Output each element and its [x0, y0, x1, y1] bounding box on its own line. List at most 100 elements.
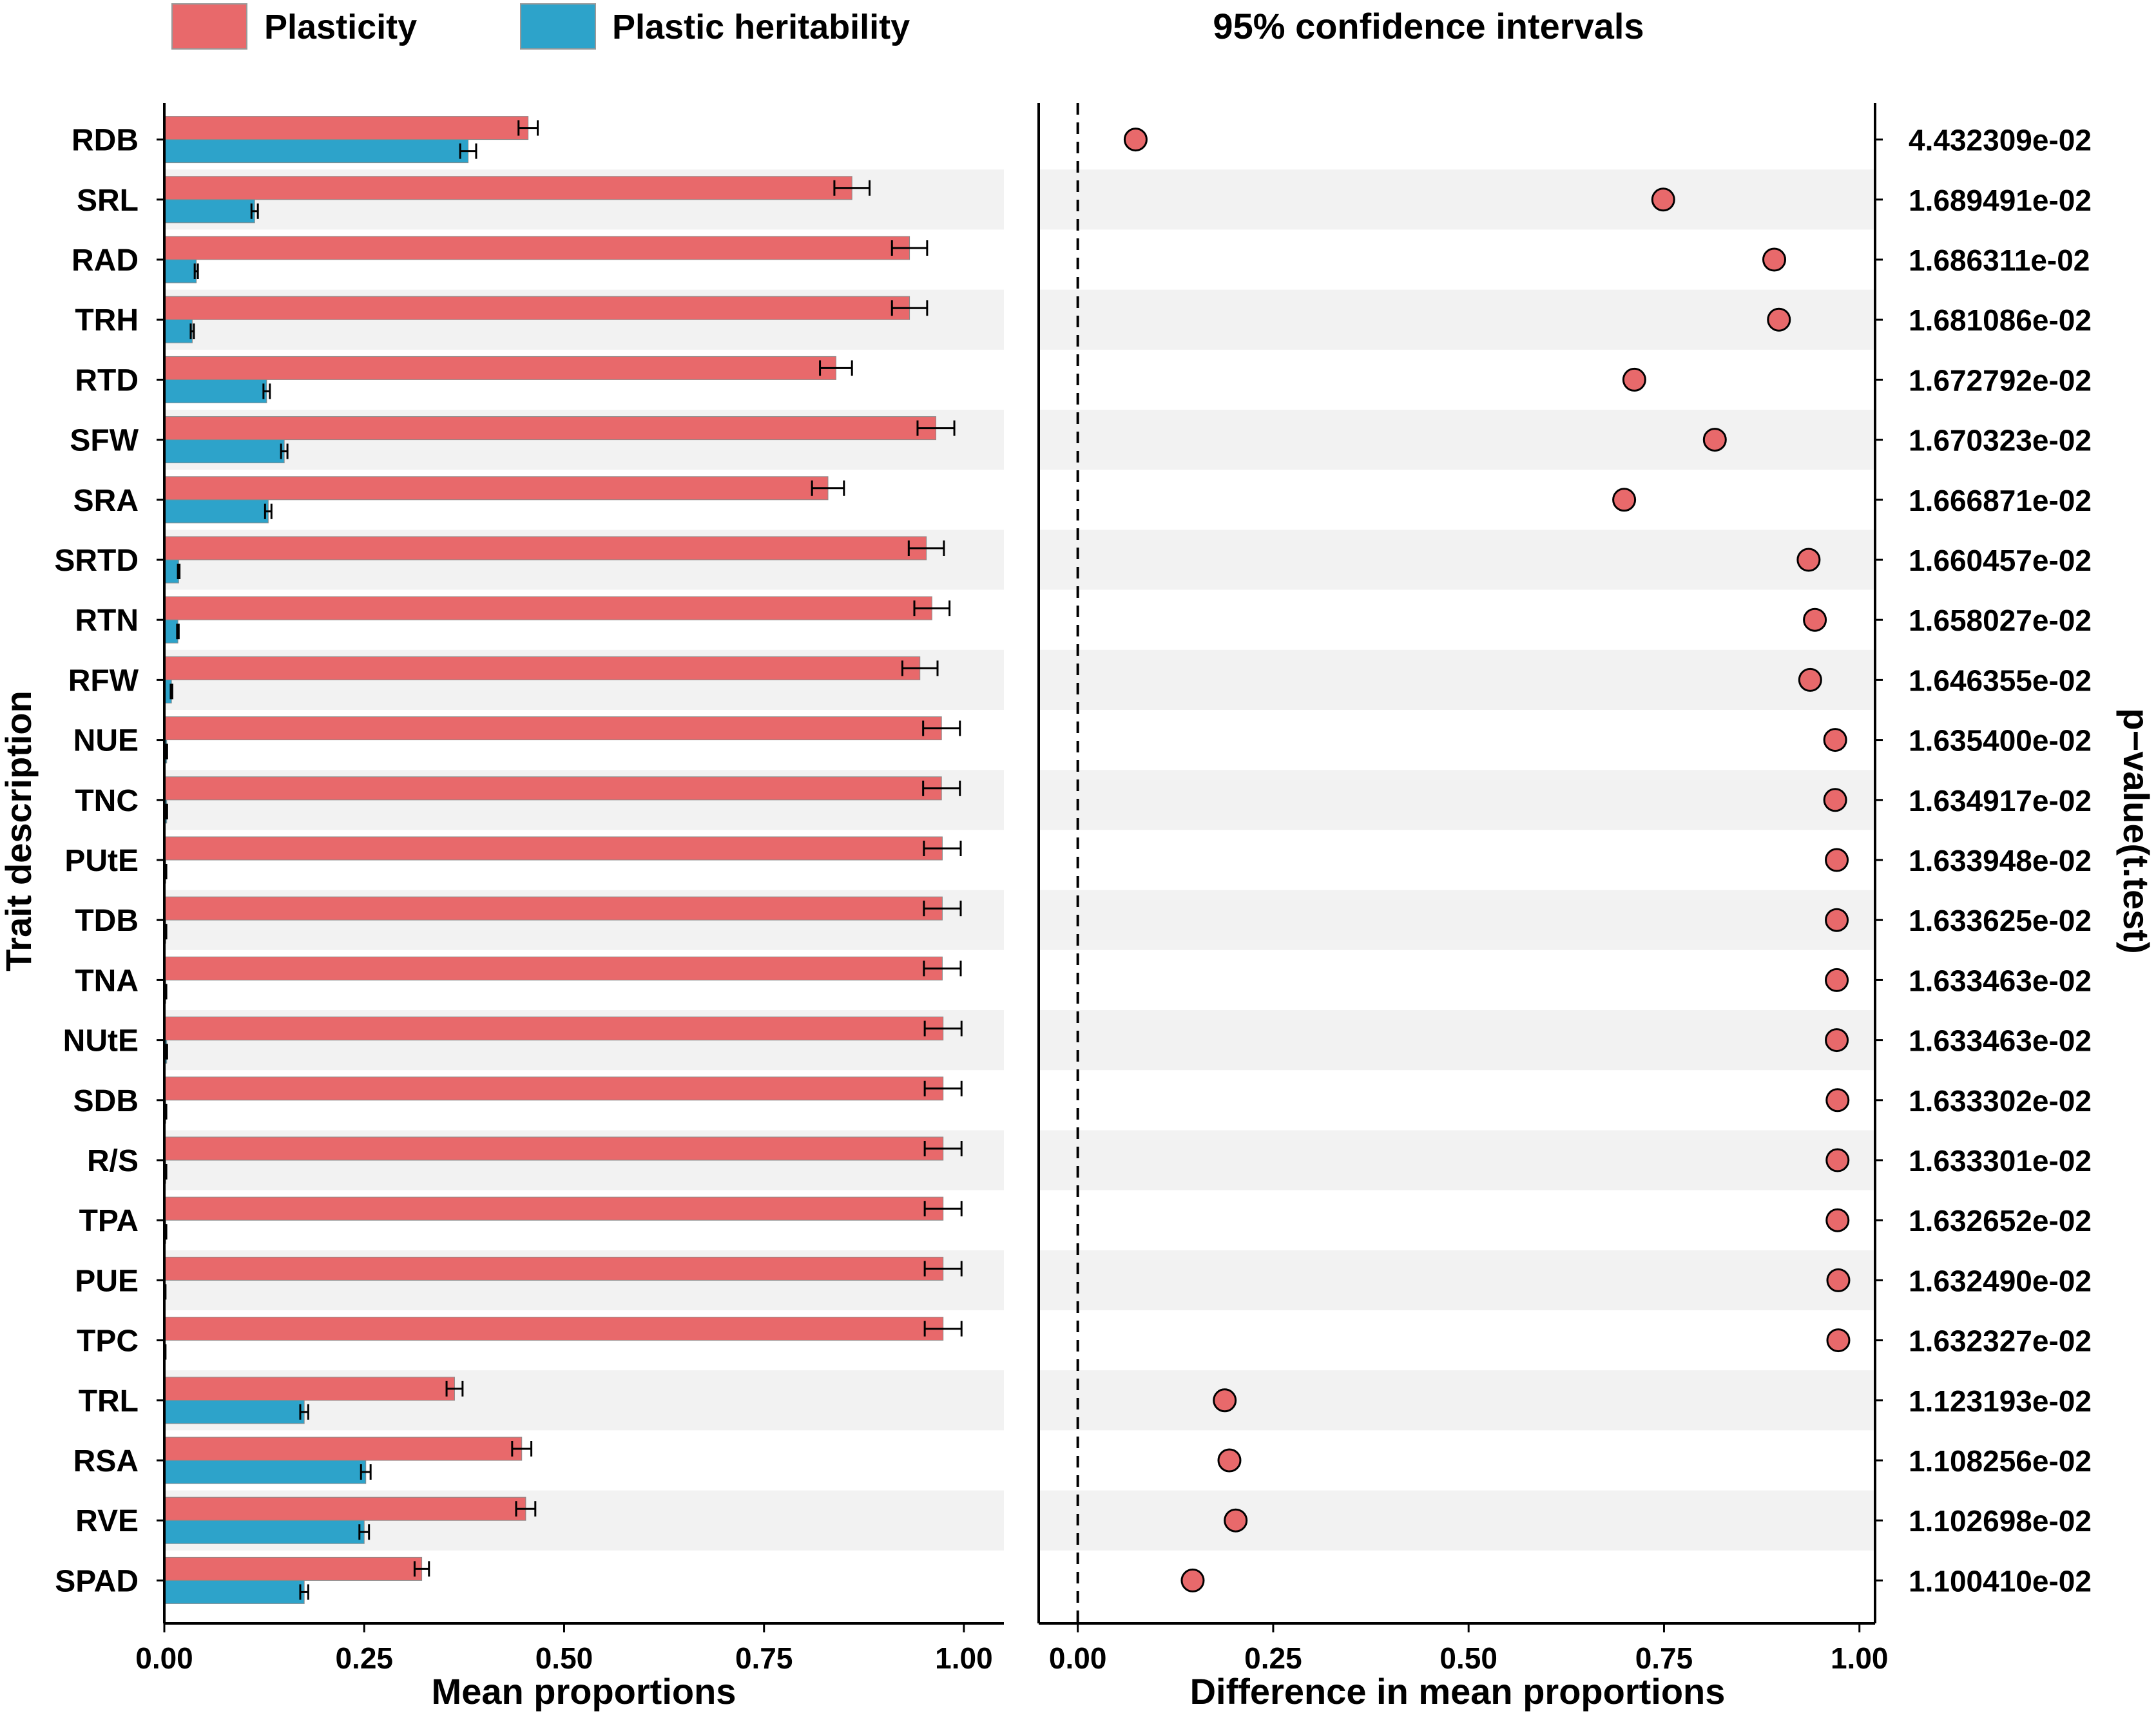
bar-plasticity-nue: [164, 716, 942, 741]
bar-plasticity-srtd: [164, 536, 927, 560]
p-value-rtd: 1.672792e-02: [1909, 363, 2092, 397]
error-bar-plastic-heritability-nute: [165, 1044, 168, 1060]
left-panel-category-labels: RDB SRL RAD TRH RTD SFW SRA SRTD RTN RFW NUE TNC PUt…: [54, 124, 164, 1598]
error-bar-plasticity-tdb: [923, 901, 962, 917]
error-bar-plasticity-srtd: [907, 540, 945, 556]
p-value-sra: 1.666871e-02: [1909, 484, 2092, 517]
left-x-axis-title: Mean proportions: [432, 1671, 736, 1712]
error-bar-plasticity-nute: [923, 1020, 963, 1037]
category-label-rdb: RDB: [72, 124, 139, 158]
category-label-rad: RAD: [72, 244, 139, 278]
error-bar-plastic-heritability-srtd: [177, 564, 181, 579]
bar-plastic-heritability-trh: [164, 319, 193, 343]
point-trl: [1213, 1388, 1237, 1413]
ci-panel-title: 95% confidence intervals: [1213, 6, 1644, 46]
category-label-spad: SPAD: [55, 1564, 139, 1598]
bar-plasticity-rtd: [164, 356, 836, 380]
p-value-rdb: 4.432309e-02: [1909, 124, 2092, 157]
point-r-s: [1825, 1148, 1850, 1172]
error-bar-plasticity-rtd: [819, 360, 853, 376]
error-bar-plastic-heritability-rtd: [262, 383, 271, 399]
p-value-sfw: 1.670323e-02: [1909, 424, 2092, 457]
p-value-trh: 1.681086e-02: [1909, 303, 2092, 337]
right-x-tick-label-0-00: 0.00: [1049, 1641, 1107, 1675]
left-x-tick-label-0-75: 0.75: [735, 1641, 793, 1675]
category-label-rve: RVE: [75, 1504, 139, 1538]
error-bar-plasticity-rad: [890, 240, 929, 256]
left-x-tick-label-0-00: 0.00: [135, 1641, 193, 1675]
p-value-sdb: 1.633302e-02: [1909, 1084, 2092, 1118]
error-bar-plasticity-pute: [923, 841, 962, 856]
bar-plasticity-tnc: [164, 776, 942, 801]
category-label-pue: PUE: [75, 1264, 139, 1298]
point-rfw: [1798, 667, 1822, 692]
right-y-axis-title: p−value(t.test): [2116, 708, 2156, 953]
bar-plastic-heritability-rtn: [164, 619, 178, 644]
left-panel-error-bars: [164, 120, 963, 1600]
error-bar-plasticity-rfw: [901, 660, 939, 676]
error-bar-plasticity-spad: [413, 1561, 430, 1577]
error-bar-plastic-heritability-trl: [299, 1404, 309, 1420]
category-label-sra: SRA: [73, 484, 139, 518]
category-label-nue: NUE: [73, 724, 139, 758]
bar-plastic-heritability-srtd: [164, 559, 179, 584]
category-label-tnc: TNC: [75, 784, 139, 818]
category-label-sdb: SDB: [73, 1084, 139, 1118]
left-panel-bars: [164, 116, 944, 1604]
error-bar-plasticity-sra: [811, 480, 845, 496]
point-rtd: [1622, 367, 1646, 392]
point-spad: [1180, 1568, 1205, 1592]
error-bar-plasticity-rdb: [517, 120, 539, 136]
category-label-srl: SRL: [77, 184, 139, 218]
point-rsa: [1217, 1448, 1242, 1473]
bar-plasticity-rtn: [164, 596, 932, 620]
p-value-rfw: 1.646355e-02: [1909, 664, 2092, 697]
error-bar-plasticity-rtn: [913, 600, 951, 616]
point-tdb: [1825, 908, 1849, 932]
bar-plasticity-rve: [164, 1496, 526, 1521]
p-value-srtd: 1.660457e-02: [1909, 544, 2092, 577]
bar-plasticity-rsa: [164, 1437, 523, 1461]
category-label-rsa: RSA: [73, 1444, 139, 1478]
bar-plasticity-pute: [164, 836, 943, 861]
error-bar-plastic-heritability-rtn: [176, 624, 180, 640]
right-panel-bands: [1039, 169, 1875, 1551]
p-value-rsa: 1.108256e-02: [1909, 1444, 2092, 1478]
error-bar-plasticity-sfw: [916, 420, 956, 436]
error-bar-plasticity-trh: [890, 300, 929, 316]
category-label-rtn: RTN: [75, 604, 139, 638]
right-x-axis-title: Difference in mean proportions: [1190, 1671, 1726, 1712]
error-bar-plastic-heritability-tnc: [165, 803, 168, 819]
bar-plastic-heritability-srl: [164, 199, 255, 224]
bar-plastic-heritability-rad: [164, 259, 197, 283]
right-band-srl: [1039, 169, 1875, 230]
error-bar-plastic-heritability-nue: [165, 743, 168, 760]
bar-plasticity-rfw: [164, 656, 921, 680]
point-srl: [1651, 187, 1675, 212]
point-tna: [1825, 968, 1849, 992]
p-value-tna: 1.633463e-02: [1909, 964, 2092, 997]
point-trh: [1767, 307, 1791, 332]
p-value-tnc: 1.634917e-02: [1909, 784, 2092, 817]
bar-plasticity-pue: [164, 1256, 944, 1281]
point-tnc: [1823, 788, 1847, 812]
left-x-tick-label-0-50: 0.50: [535, 1641, 593, 1675]
point-rtn: [1803, 607, 1827, 632]
bar-plasticity-trh: [164, 296, 910, 320]
error-bar-plasticity-tpc: [923, 1321, 963, 1337]
category-label-sfw: SFW: [70, 424, 139, 458]
bar-plastic-heritability-sfw: [164, 439, 285, 464]
right-panel-p-values: 4.432309e-02 1.689491e-02 1.686311e-02 1.68…: [1875, 124, 2092, 1598]
p-value-pute: 1.633948e-02: [1909, 844, 2092, 877]
p-value-r-s: 1.633301e-02: [1909, 1144, 2092, 1178]
right-band-rve: [1039, 1490, 1875, 1551]
left-y-axis-title: Trait description: [0, 691, 39, 971]
point-tpa: [1825, 1208, 1850, 1232]
point-rve: [1224, 1508, 1248, 1533]
right-band-nute: [1039, 1010, 1875, 1071]
error-bar-plastic-heritability-spad: [299, 1584, 309, 1600]
error-bar-plasticity-r-s: [923, 1141, 963, 1156]
bar-plasticity-sfw: [164, 416, 937, 441]
p-value-tpc: 1.632327e-02: [1909, 1324, 2092, 1358]
error-bar-plastic-heritability-srl: [250, 203, 259, 219]
